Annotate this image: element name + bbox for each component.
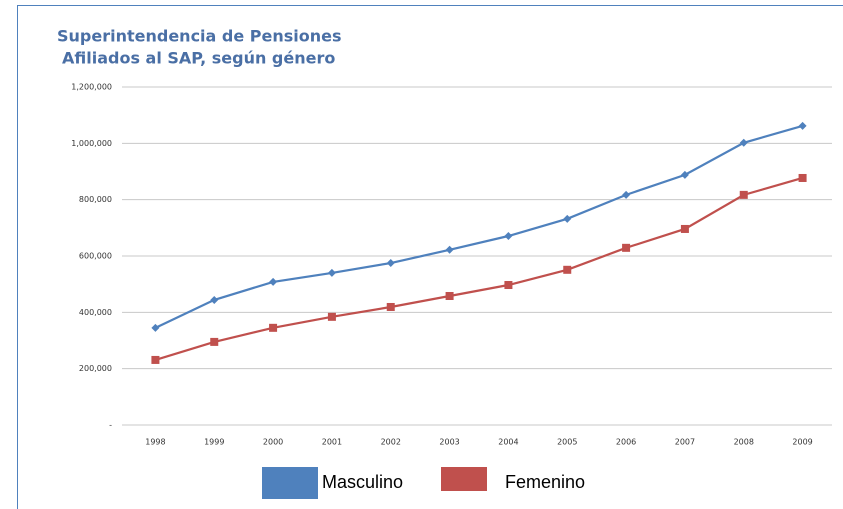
marker bbox=[622, 243, 631, 252]
x-tick-label: 1999 bbox=[204, 438, 224, 447]
chart-title: Superintendencia de Pensiones bbox=[57, 27, 342, 46]
x-tick-label: 2002 bbox=[381, 438, 401, 447]
marker bbox=[327, 268, 336, 277]
y-tick-label: 600,000 bbox=[79, 252, 112, 261]
marker bbox=[622, 190, 631, 199]
x-tick-label: 2003 bbox=[439, 438, 459, 447]
x-tick-label: 2000 bbox=[263, 438, 283, 447]
marker bbox=[386, 259, 395, 268]
x-tick-label: 2005 bbox=[557, 438, 577, 447]
marker bbox=[445, 291, 454, 300]
x-tick-label: 2006 bbox=[616, 438, 636, 447]
marker bbox=[386, 302, 395, 311]
series-line bbox=[154, 124, 803, 329]
x-tick-label: 2001 bbox=[322, 438, 342, 447]
chart-subtitle: Afiliados al SAP, según género bbox=[62, 49, 335, 68]
legend-label: Masculino bbox=[322, 472, 403, 492]
marker bbox=[739, 190, 748, 199]
legend-label: Femenino bbox=[505, 472, 585, 492]
marker bbox=[504, 232, 513, 241]
marker bbox=[151, 323, 160, 332]
marker bbox=[798, 173, 807, 182]
y-tick-label: - bbox=[109, 421, 112, 430]
x-tick-label: 2009 bbox=[792, 438, 812, 447]
marker bbox=[680, 224, 689, 233]
y-tick-label: 1,200,000 bbox=[71, 83, 112, 92]
marker bbox=[563, 214, 572, 223]
y-tick-label: 800,000 bbox=[79, 195, 112, 204]
y-tick-label: 400,000 bbox=[79, 308, 112, 317]
marker bbox=[563, 265, 572, 274]
x-tick-label: 2007 bbox=[675, 438, 695, 447]
marker bbox=[504, 281, 513, 290]
marker bbox=[739, 138, 748, 147]
legend-swatch bbox=[441, 467, 487, 491]
marker bbox=[210, 337, 219, 346]
x-tick-label: 1998 bbox=[145, 438, 165, 447]
marker bbox=[680, 170, 689, 179]
chart-frame bbox=[17, 5, 843, 509]
marker bbox=[269, 323, 278, 332]
legend-swatch bbox=[262, 467, 318, 499]
y-tick-label: 200,000 bbox=[79, 364, 112, 373]
marker bbox=[210, 295, 219, 304]
y-tick-label: 1,000,000 bbox=[71, 139, 112, 148]
marker bbox=[327, 312, 336, 321]
marker bbox=[269, 277, 278, 286]
marker bbox=[151, 355, 160, 364]
series-line bbox=[155, 176, 803, 361]
x-tick-label: 2008 bbox=[734, 438, 754, 447]
x-tick-label: 2004 bbox=[498, 438, 518, 447]
marker bbox=[445, 245, 454, 254]
marker bbox=[798, 121, 807, 130]
